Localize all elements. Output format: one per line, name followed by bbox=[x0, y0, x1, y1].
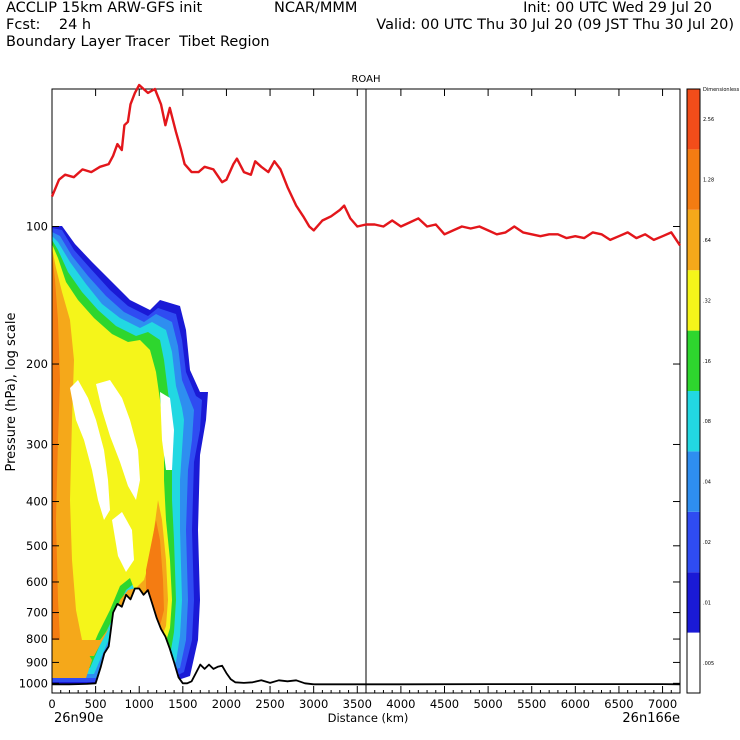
y-tick-label: 900 bbox=[26, 655, 48, 669]
colorbar-swatch bbox=[687, 451, 700, 512]
x-tick-label: 500 bbox=[85, 697, 107, 711]
tropopause-line bbox=[50, 83, 681, 247]
tracer-shading bbox=[52, 226, 680, 693]
x-tick-label: 2000 bbox=[212, 697, 241, 711]
tracer-gap-2 bbox=[96, 380, 140, 500]
colorbar-frame bbox=[686, 88, 701, 694]
y-tick-label: 100 bbox=[26, 220, 48, 234]
y-tick-label: 500 bbox=[26, 539, 48, 553]
tracer-level-128 bbox=[52, 252, 60, 640]
header-forecast-hour: Fcst: 24 h bbox=[6, 17, 92, 33]
terrain-mask bbox=[52, 588, 680, 693]
colorbar-swatch bbox=[687, 511, 700, 573]
colorbar-swatch bbox=[687, 149, 700, 210]
x-tick-label: 1000 bbox=[125, 697, 154, 711]
colorbar-swatch bbox=[687, 209, 700, 271]
colorbar-level-label: 1.28 bbox=[703, 178, 714, 184]
x-tick-label: 5000 bbox=[473, 697, 502, 711]
x-tick-label: 3000 bbox=[299, 697, 328, 711]
colorbar-level-label: .01 bbox=[703, 600, 711, 606]
y-tick-label: 1000 bbox=[19, 676, 48, 690]
x-tick-label: 2500 bbox=[255, 697, 284, 711]
y-tick-label: 200 bbox=[26, 357, 48, 371]
colorbar-level-label: .16 bbox=[703, 359, 711, 365]
colorbar-swatch bbox=[687, 572, 700, 633]
roah-marker-label: ROAH bbox=[351, 74, 380, 85]
tracer-gap-1 bbox=[70, 380, 110, 520]
colorbar-swatch bbox=[687, 632, 700, 693]
x-tick-label: 6000 bbox=[561, 697, 590, 711]
y-tick-label: 800 bbox=[26, 632, 48, 646]
colorbar-level-label: .04 bbox=[703, 480, 711, 486]
x-end-label: 26n166e bbox=[622, 711, 680, 726]
x-start-label: 26n90e bbox=[54, 711, 103, 726]
colorbar-units-label: Dimensionless bbox=[703, 87, 740, 93]
colorbar: .005 .01 .02 .04 .08 .16 .32 .64 1.28 2.56 Dimensi… bbox=[686, 87, 740, 694]
header-init-time: Init: 00 UTC Wed 29 Jul 20 bbox=[523, 0, 712, 16]
tracer-level-32 bbox=[52, 244, 172, 662]
x-tick-label: 3500 bbox=[343, 697, 372, 711]
y-tick-label: 300 bbox=[26, 437, 48, 451]
colorbar-level-label: .02 bbox=[703, 540, 711, 546]
terrain-line bbox=[52, 587, 681, 686]
colorbar-level-label: .32 bbox=[703, 298, 711, 304]
header-institution: NCAR/MMM bbox=[274, 0, 358, 16]
tracer-low-left bbox=[52, 640, 92, 678]
colorbar-level-label: .005 bbox=[703, 661, 714, 667]
y-axis-label: Pressure (hPa), log scale bbox=[4, 313, 19, 472]
x-axis-label: Distance (km) bbox=[328, 711, 409, 725]
colorbar-level-label: .08 bbox=[703, 419, 711, 425]
x-tick-label: 5500 bbox=[517, 697, 546, 711]
colorbar-swatch bbox=[687, 391, 700, 452]
x-tick-label: 7000 bbox=[648, 697, 677, 711]
colorbar-level-label: 2.56 bbox=[703, 117, 714, 123]
colorbar-swatch bbox=[687, 89, 700, 150]
x-tick-label: 4500 bbox=[430, 697, 459, 711]
header-field-name: Boundary Layer Tracer Tibet Region bbox=[6, 34, 270, 50]
tracer-gap-3 bbox=[112, 512, 134, 572]
colorbar-swatch bbox=[687, 330, 700, 391]
colorbar-level-label: .64 bbox=[703, 238, 711, 244]
tracer-gap-4 bbox=[160, 392, 174, 470]
y-tick-label: 400 bbox=[26, 495, 48, 509]
header-model-title: ACCLIP 15km ARW-GFS init bbox=[6, 0, 203, 16]
y-tick-label: 700 bbox=[26, 606, 48, 620]
colorbar-swatch bbox=[687, 270, 700, 331]
x-tick-label: 4000 bbox=[386, 697, 415, 711]
x-tick-label: 6500 bbox=[604, 697, 633, 711]
x-tick-label: 0 bbox=[48, 697, 55, 711]
header-valid-time: Valid: 00 UTC Thu 30 Jul 20 (09 JST Thu … bbox=[376, 17, 734, 33]
y-tick-label: 600 bbox=[26, 575, 48, 589]
x-tick-label: 1500 bbox=[168, 697, 197, 711]
